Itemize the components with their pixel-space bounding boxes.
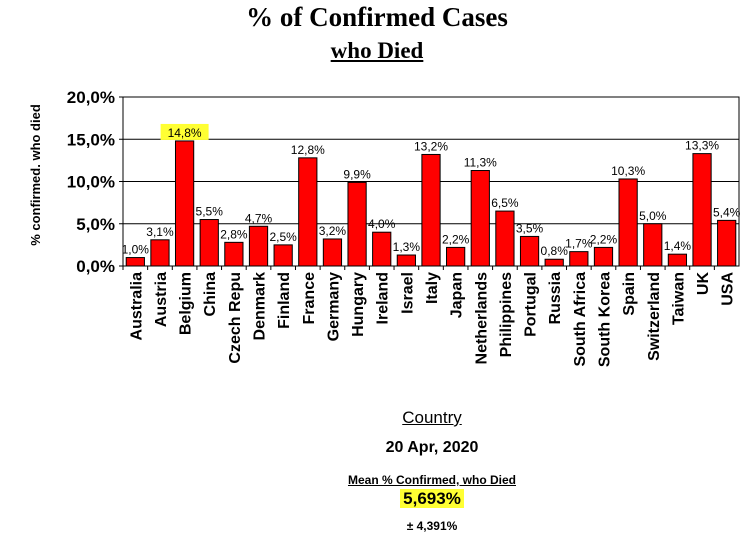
bar xyxy=(421,153,441,267)
data-label: 1,0% xyxy=(122,243,150,257)
x-tick-label: Czech Repu xyxy=(227,272,244,364)
bar xyxy=(322,238,343,267)
data-label: 3,2% xyxy=(319,224,347,238)
data-label: 2,2% xyxy=(442,232,470,246)
x-tick-label: South Africa xyxy=(572,272,589,367)
bar xyxy=(519,235,540,267)
data-label: 2,2% xyxy=(590,232,618,246)
y-tick-label: 10,0% xyxy=(67,173,115,192)
bar xyxy=(495,210,515,267)
x-tick-label: Switzerland xyxy=(646,272,663,361)
bar xyxy=(396,254,416,267)
bar xyxy=(224,241,244,267)
data-label: 13,3% xyxy=(685,139,719,153)
x-tick-label: Japan xyxy=(449,272,466,318)
chart-title: % of Confirmed Cases xyxy=(246,2,508,32)
bar xyxy=(618,178,638,267)
bar xyxy=(298,157,318,267)
x-tick-label: Taiwan xyxy=(670,272,687,325)
bar xyxy=(667,253,688,267)
x-tick-label: Denmark xyxy=(252,272,269,341)
highlight-box xyxy=(160,123,209,140)
x-tick-label: USA xyxy=(720,272,737,306)
data-label: 1,4% xyxy=(664,239,692,253)
data-label: 5,0% xyxy=(639,209,667,223)
chart-subtitle: who Died xyxy=(330,38,424,63)
x-tick-label: Israel xyxy=(399,272,416,314)
data-label: 1,7% xyxy=(565,237,593,251)
x-tick-label: Belgium xyxy=(178,272,195,335)
data-label: 6,5% xyxy=(491,196,519,210)
bar xyxy=(593,246,614,267)
std-dev-value: ± 4,391% xyxy=(406,519,458,533)
x-tick-label: Austria xyxy=(153,272,170,327)
bar xyxy=(248,225,269,267)
x-tick-label: Ireland xyxy=(375,272,392,324)
y-tick-label: 5,0% xyxy=(76,215,115,234)
y-tick-label: 20,0% xyxy=(67,88,115,107)
bar xyxy=(544,258,564,267)
bar xyxy=(372,231,392,267)
x-tick-label: Finland xyxy=(276,272,293,329)
x-tick-label: Spain xyxy=(621,272,638,316)
x-tick-label: Italy xyxy=(424,272,441,304)
bar xyxy=(569,251,589,267)
data-label: 9,9% xyxy=(343,167,371,181)
data-label: 2,8% xyxy=(220,227,248,241)
x-tick-label: Russia xyxy=(547,272,564,325)
x-tick-label: UK xyxy=(695,272,712,296)
data-label: 12,8% xyxy=(291,143,325,157)
x-tick-label: China xyxy=(202,272,219,317)
x-tick-label: Philippines xyxy=(498,272,515,357)
data-label: 5,5% xyxy=(196,205,224,219)
x-tick-label: Australia xyxy=(128,272,145,341)
bar xyxy=(692,153,712,267)
mean-value-highlight: 5,693% xyxy=(400,489,464,508)
data-label: 2,5% xyxy=(269,230,297,244)
data-label: 0,8% xyxy=(541,244,569,258)
data-label: 13,2% xyxy=(414,139,448,153)
data-label: 3,5% xyxy=(516,221,544,235)
data-label: 4,0% xyxy=(368,217,396,231)
data-label: 4,7% xyxy=(245,211,273,225)
bar xyxy=(174,140,195,267)
x-tick-label: Germany xyxy=(325,272,342,341)
bar xyxy=(717,219,737,267)
data-label: 10,3% xyxy=(611,164,645,178)
data-label: 14,8% xyxy=(168,126,202,140)
bar xyxy=(643,223,663,267)
data-label: 1,3% xyxy=(393,240,421,254)
mean-label: Mean % Confirmed, who Died xyxy=(347,473,516,487)
bar xyxy=(470,170,490,267)
chart-date: 20 Apr, 2020 xyxy=(385,439,479,456)
data-label: 11,3% xyxy=(464,156,497,170)
mean-value: 5,693% xyxy=(0,489,754,509)
data-label: 5,4% xyxy=(713,205,741,219)
y-tick-label: 0,0% xyxy=(76,257,115,276)
x-tick-label: Netherlands xyxy=(473,272,490,365)
bar xyxy=(446,246,466,267)
x-tick-label: South Korea xyxy=(596,272,613,367)
x-tick-label: Hungary xyxy=(350,272,367,337)
bar xyxy=(273,244,293,267)
y-axis-label: % confirmed. who died xyxy=(28,104,43,246)
y-tick-label: 15,0% xyxy=(67,130,115,149)
x-tick-label: Portugal xyxy=(523,272,540,337)
x-axis-label: Country xyxy=(402,408,462,427)
bar xyxy=(150,239,170,267)
bar xyxy=(125,257,145,267)
bar xyxy=(347,181,367,267)
data-label: 3,1% xyxy=(146,225,174,239)
bar xyxy=(199,219,219,267)
x-tick-label: France xyxy=(301,272,318,325)
